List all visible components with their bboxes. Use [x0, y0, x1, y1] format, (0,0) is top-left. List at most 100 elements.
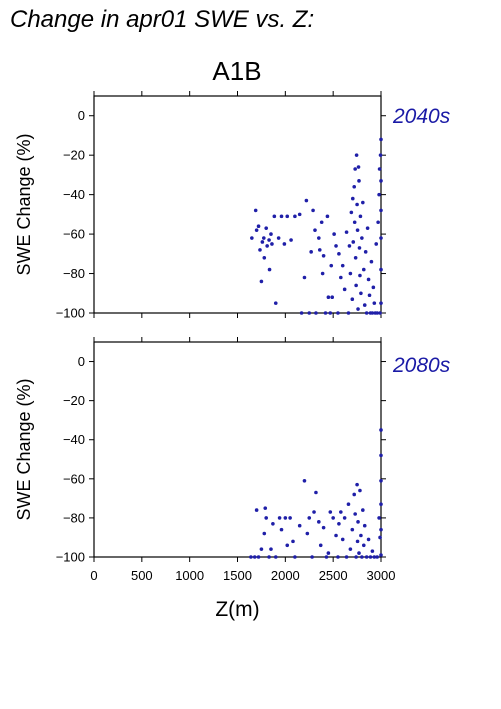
panel-2040s-point: [282, 242, 287, 246]
panel-2080s-point: [279, 527, 284, 532]
panel-2040s-point: [375, 311, 379, 315]
panel-2080s-point: [256, 555, 261, 559]
panel-2040s-point: [258, 248, 262, 252]
panel-2040s-ytick-label: −40: [63, 187, 85, 202]
panel-2040s-point: [359, 291, 363, 296]
panel-2080s-point: [285, 543, 290, 548]
panel-2080s-point: [259, 547, 264, 551]
scenario-title: A1B: [212, 56, 262, 86]
panel-2040s-point: [369, 259, 374, 264]
panel-2040s-point: [340, 263, 345, 268]
panel-2080s-point: [355, 482, 359, 487]
panel-2040s-point: [344, 230, 349, 234]
panel-2080s-ytick-label: −100: [56, 550, 85, 565]
panel-2080s-point: [262, 531, 267, 536]
panel-2040s-ylabel: SWE Change (%): [14, 133, 34, 275]
panel-2040s-point: [253, 208, 258, 213]
panel-2040s-point: [330, 295, 335, 300]
panel-2080s-point: [331, 516, 335, 520]
panel-2040s-point: [326, 295, 331, 300]
panel-2080s-point: [305, 531, 310, 536]
panel-2040s-point: [265, 244, 269, 248]
panel-2040s-point: [379, 236, 383, 240]
panel-2040s-point: [379, 179, 383, 183]
panel-2040s-point: [355, 202, 359, 207]
panel-2080s-point: [307, 516, 312, 520]
panel-2080s-point: [334, 533, 338, 538]
panel-2040s-point: [346, 311, 351, 315]
panel-2080s-xtick-label: 1000: [175, 568, 204, 583]
panel-2080s-point: [354, 555, 358, 559]
panel-2040s-point: [356, 307, 360, 311]
panel-2040s-point: [299, 311, 304, 315]
panel-2080s-point: [359, 533, 363, 538]
panel-2080s-point: [355, 539, 360, 544]
panel-2080s-point: [348, 547, 353, 551]
panel-2040s-ytick-label: −80: [63, 266, 85, 281]
panel-2080s-point: [370, 549, 375, 553]
panel-2040s-point: [276, 236, 281, 240]
panel-2080s-point: [291, 539, 295, 544]
panel-2080s-ytick-label: −60: [63, 471, 85, 486]
panel-2040s-point: [264, 226, 269, 230]
panel-2040s-point: [349, 210, 354, 215]
panel-2040s-point: [254, 228, 259, 232]
panel-2040s-point: [366, 277, 371, 282]
panel-2040s-point: [256, 224, 261, 228]
panel-2080s-point: [326, 551, 331, 555]
panel-2080s-point: [378, 535, 382, 540]
panel-2080s-point: [357, 551, 361, 555]
panel-2040s-point: [323, 311, 328, 315]
panel-2040s-point: [361, 200, 365, 205]
period-label-2080s: 2080s: [393, 354, 451, 377]
panel-2080s-point: [364, 555, 369, 559]
panel-2040s-point: [379, 301, 383, 305]
panel-2080s-point: [337, 521, 341, 526]
panel-2080s-point: [288, 516, 292, 520]
panel-2040s-point: [363, 250, 368, 254]
panel-2080s-ytick-label: −20: [63, 393, 85, 408]
panel-2080s-point: [339, 510, 343, 514]
panel-2080s-ylabel: SWE Change (%): [14, 378, 34, 520]
panel-2080s-point: [379, 453, 383, 458]
panel-2080s-point: [277, 516, 282, 520]
panel-2080s-point: [342, 516, 347, 520]
panel-2080s-point: [366, 537, 371, 542]
panel-2040s-point: [267, 267, 272, 272]
panel-2080s-point: [352, 492, 357, 497]
panel-2040s-point: [262, 236, 266, 240]
panel-2040s-point: [259, 279, 264, 284]
panel-2080s-point: [361, 543, 366, 548]
panel-2080s-point: [372, 555, 377, 559]
panel-2040s-point: [325, 214, 330, 219]
panel-2040s-point: [357, 246, 362, 250]
panel-2040s-point: [293, 214, 297, 219]
panel-2040s-point: [328, 311, 333, 315]
panel-2040s-point: [289, 238, 293, 242]
panel-2080s-point: [379, 478, 383, 483]
panel-2040s-point: [342, 287, 347, 292]
panel-2080s-point: [360, 555, 364, 559]
panel-2040s-point: [354, 153, 359, 157]
panel-2080s-point: [361, 508, 365, 512]
panel-2040s-point: [317, 248, 322, 252]
panel-2080s-xtick-label: 2500: [319, 568, 348, 583]
panel-2080s-point: [379, 527, 383, 532]
panel-2040s-point: [297, 212, 302, 217]
panel-2080s-point: [368, 555, 373, 559]
panel-2040s-point: [351, 240, 356, 244]
panel-2040s-point: [260, 240, 265, 244]
panel-2040s-point: [378, 153, 383, 157]
panel-2040s-point: [353, 167, 357, 171]
panel-2040s-point: [304, 198, 309, 203]
panel-2040s-point: [250, 236, 254, 240]
panel-2080s-xlabel: Z(m): [215, 598, 259, 621]
panel-2040s-point: [362, 303, 367, 307]
panel-2080s-xtick-label: 0: [90, 568, 97, 583]
panel-2040s-point: [350, 196, 355, 201]
panel-2040s-point: [352, 220, 357, 225]
panel-2040s-ytick-label: 0: [78, 108, 85, 123]
panel-2040s-point: [357, 179, 361, 183]
panel-2040s-point: [370, 311, 375, 315]
panel-2080s-xtick-label: 2000: [271, 568, 300, 583]
